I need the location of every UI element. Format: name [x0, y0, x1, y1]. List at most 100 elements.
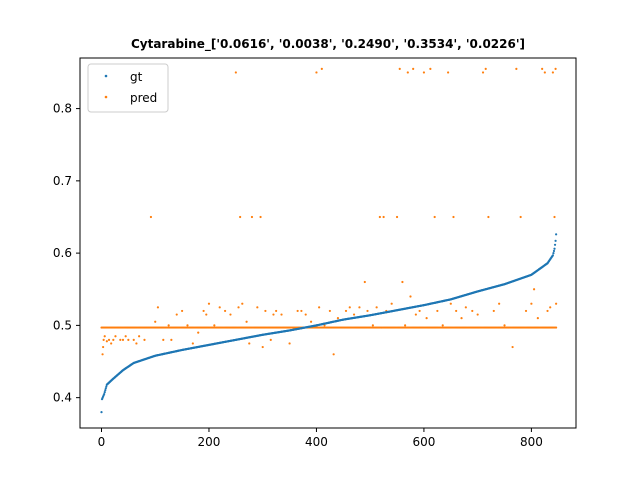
- pred-point: [551, 71, 554, 74]
- pred-point: [261, 345, 264, 349]
- pred-point: [503, 324, 506, 327]
- pred-point: [103, 335, 106, 338]
- pred-point: [127, 338, 130, 341]
- pred-point: [318, 306, 321, 309]
- pred-point: [366, 309, 369, 313]
- pred-point: [553, 215, 556, 219]
- pred-point: [315, 71, 318, 74]
- pred-point: [378, 215, 381, 219]
- pred-point: [409, 295, 412, 298]
- y-tick-label: 0.8: [53, 102, 72, 116]
- pred-point: [371, 324, 374, 327]
- pred-point: [264, 309, 267, 313]
- pred-point: [404, 324, 407, 327]
- legend-label-gt: gt: [130, 70, 143, 84]
- pred-point: [422, 71, 426, 74]
- pred-point: [487, 215, 490, 219]
- pred-point: [519, 215, 522, 219]
- gt-point: [552, 252, 555, 255]
- pred-point: [269, 338, 272, 341]
- pred-point: [406, 71, 409, 74]
- pred-point: [395, 215, 399, 219]
- pred-point: [348, 306, 351, 309]
- y-tick-label: 0.7: [53, 174, 72, 188]
- gt-point: [104, 387, 107, 390]
- gt-point: [554, 239, 557, 242]
- pred-point: [149, 215, 153, 219]
- pred-point: [207, 302, 211, 305]
- gt-point: [551, 254, 554, 257]
- series-pred: [100, 67, 558, 356]
- pred-point: [455, 309, 458, 313]
- pred-point: [124, 335, 127, 338]
- pred-point: [555, 326, 558, 329]
- gt-point: [555, 233, 558, 236]
- pred-point: [390, 302, 393, 305]
- pred-point: [554, 67, 557, 70]
- pred-point: [328, 309, 331, 313]
- pred-point: [304, 313, 307, 316]
- pred-point: [320, 67, 323, 70]
- pred-point: [425, 317, 428, 320]
- pred-point: [447, 71, 450, 74]
- legend-marker-pred: [104, 95, 108, 99]
- gt-point: [553, 247, 556, 250]
- pred-point: [414, 313, 417, 316]
- pred-point: [515, 67, 518, 70]
- pred-point: [532, 288, 536, 291]
- pred-point: [167, 324, 170, 327]
- pred-point: [498, 302, 501, 305]
- pred-point: [272, 313, 275, 316]
- pred-point: [102, 338, 105, 341]
- pred-point: [336, 317, 340, 320]
- pred-point: [186, 324, 189, 327]
- pred-point: [154, 320, 157, 323]
- series-gt: [100, 233, 558, 414]
- pred-point: [449, 302, 452, 305]
- pred-point: [191, 342, 194, 345]
- x-tick-label: 800: [520, 435, 543, 449]
- pred-point: [511, 345, 514, 349]
- pred-point: [170, 338, 173, 341]
- pred-point: [101, 353, 104, 356]
- pred-point: [218, 306, 221, 309]
- pred-point: [105, 340, 108, 343]
- pred-point: [541, 67, 544, 70]
- pred-point: [205, 313, 208, 316]
- pred-point: [555, 302, 558, 305]
- pred-point: [256, 306, 259, 309]
- pred-point: [471, 309, 474, 313]
- pred-point: [239, 215, 242, 219]
- pred-point: [202, 309, 205, 313]
- pred-point: [181, 309, 184, 313]
- gt-point: [553, 243, 557, 246]
- pred-point: [543, 71, 546, 74]
- pred-point: [418, 309, 421, 313]
- pred-point: [114, 335, 117, 338]
- pred-point: [530, 302, 533, 305]
- pred-point: [429, 67, 432, 70]
- gt-point: [104, 389, 107, 392]
- pred-point: [382, 215, 385, 219]
- pred-point: [110, 342, 113, 345]
- pred-point: [484, 67, 487, 70]
- gt-point: [103, 391, 106, 394]
- pred-point: [549, 306, 552, 309]
- pred-point: [197, 331, 200, 334]
- pred-point: [156, 306, 160, 309]
- pred-point: [332, 353, 335, 356]
- legend-box: [87, 63, 169, 113]
- x-tick-label: 200: [198, 435, 221, 449]
- pred-point: [398, 67, 401, 70]
- y-tick-label: 0.5: [53, 318, 72, 332]
- legend: gt pred: [87, 63, 169, 113]
- pred-point: [524, 309, 528, 313]
- pred-point: [375, 306, 378, 309]
- x-tick-label: 0: [98, 435, 106, 449]
- pred-point: [476, 313, 479, 316]
- pred-point: [296, 309, 299, 313]
- pred-point: [237, 306, 240, 309]
- pred-point: [119, 338, 122, 341]
- pred-point: [138, 335, 141, 338]
